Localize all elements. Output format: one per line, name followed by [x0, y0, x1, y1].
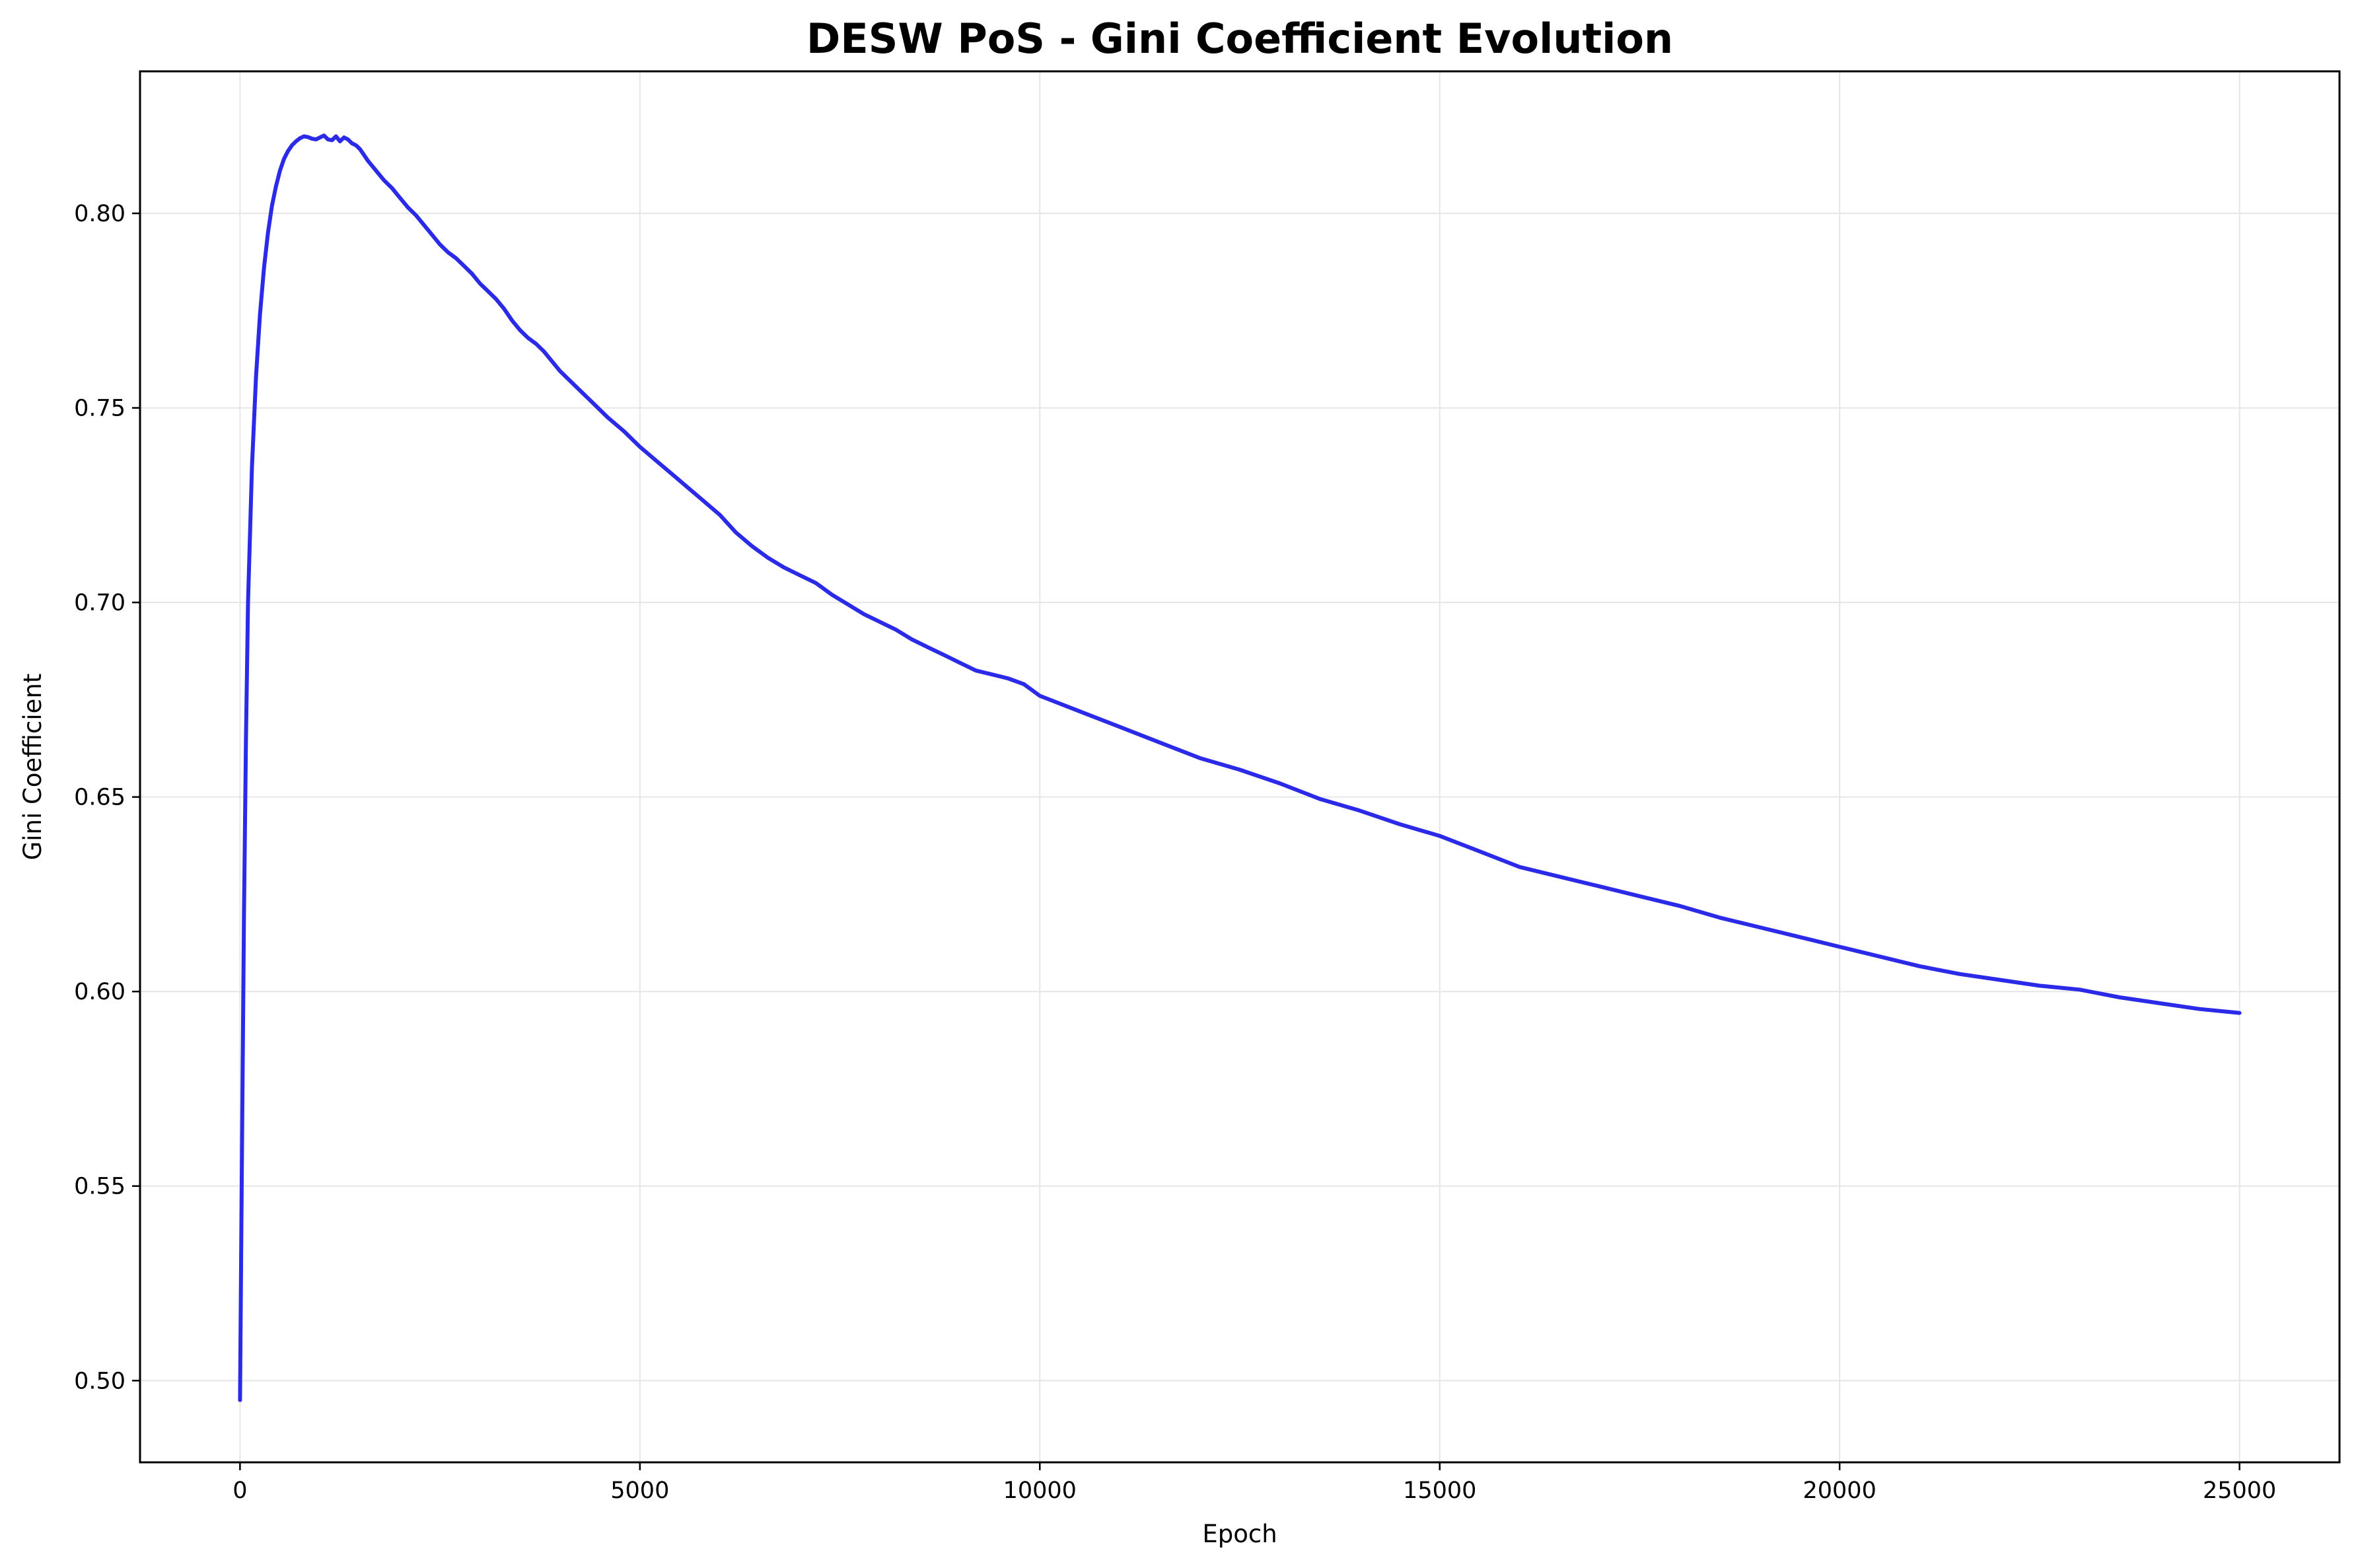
- chart-title: DESW PoS - Gini Coefficient Evolution: [806, 15, 1673, 63]
- y-tick-label: 0.70: [74, 590, 125, 616]
- gini-line: [238, 133, 2242, 1402]
- grid-lines: [140, 71, 2340, 1462]
- x-tick-label: 25000: [2203, 1478, 2276, 1504]
- y-tick-label: 0.80: [74, 201, 125, 227]
- x-tick-label: 15000: [1403, 1478, 1476, 1504]
- y-tick-label: 0.75: [74, 396, 125, 422]
- axis-ticks: 0 5000 10000 15000 20000 25000 0.50 0.55 0.60 0.6…: [74, 201, 2276, 1504]
- y-tick-label: 0.50: [74, 1368, 125, 1394]
- line-series: [238, 133, 2242, 1402]
- x-tick-label: 5000: [610, 1478, 669, 1504]
- x-tick-label: 10000: [1003, 1478, 1077, 1504]
- y-tick-label: 0.60: [74, 979, 125, 1005]
- y-axis-title: Gini Coefficient: [18, 674, 47, 861]
- y-tick-label: 0.55: [74, 1174, 125, 1200]
- x-axis-title: Epoch: [1202, 1520, 1277, 1548]
- x-tick-label: 20000: [1803, 1478, 1876, 1504]
- x-tick-label: 0: [232, 1478, 247, 1504]
- plot-area-frame: [139, 70, 2341, 1464]
- y-tick-label: 0.65: [74, 785, 125, 811]
